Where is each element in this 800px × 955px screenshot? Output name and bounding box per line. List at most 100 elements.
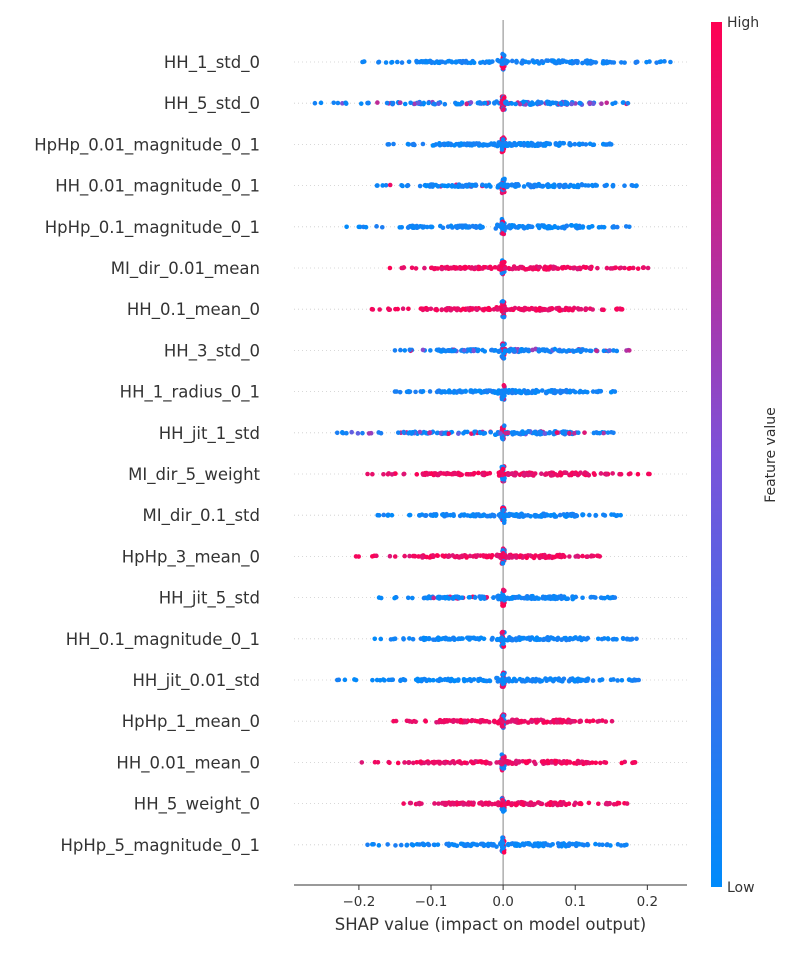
shap-point: [449, 676, 454, 682]
shap-point: [460, 58, 466, 64]
shap-point: [521, 184, 527, 189]
shap-point: [585, 678, 590, 683]
feature-label: HH_0.01_mean_0: [116, 753, 260, 773]
shap-point: [614, 637, 619, 642]
shap-point: [475, 348, 481, 354]
shap-point: [600, 60, 606, 66]
shap-point: [380, 183, 385, 188]
shap-point: [593, 841, 598, 847]
shap-point: [622, 60, 627, 65]
shap-point: [481, 307, 486, 313]
shap-point: [557, 512, 563, 518]
shap-point: [488, 429, 494, 435]
shap-point: [460, 223, 465, 229]
shap-point: [400, 265, 406, 271]
feature-label: MI_dir_5_weight: [128, 465, 260, 485]
feature-row-points: [372, 629, 639, 649]
shap-point: [447, 265, 453, 271]
shap-point: [520, 802, 526, 807]
shap-point: [343, 101, 349, 106]
shap-point: [555, 473, 560, 478]
shap-point: [413, 389, 418, 395]
shap-point: [497, 513, 503, 518]
shap-point: [512, 305, 518, 311]
shap-point: [534, 513, 539, 518]
feature-label: HH_jit_1_std: [159, 424, 260, 444]
shap-point: [571, 183, 577, 189]
shap-point: [611, 348, 616, 353]
shap-point: [422, 676, 427, 682]
feature-label: HH_5_weight_0: [134, 795, 260, 815]
shap-point: [375, 512, 380, 518]
scatter-points: [312, 51, 673, 855]
shap-point: [482, 60, 488, 66]
shap-point: [580, 595, 585, 601]
shap-point: [543, 676, 548, 681]
shap-point: [615, 842, 621, 847]
shap-point: [531, 473, 536, 478]
feature-row-points: [401, 795, 630, 814]
shap-point: [572, 677, 578, 683]
shap-point: [501, 314, 507, 320]
shap-point: [418, 759, 424, 765]
shap-point: [571, 594, 577, 600]
shap-point: [645, 265, 651, 271]
shap-point: [457, 760, 463, 765]
shap-point: [502, 176, 507, 182]
shap-point: [381, 512, 387, 518]
shap-point: [503, 677, 509, 682]
shap-point: [480, 182, 485, 188]
shap-point: [601, 348, 607, 354]
shap-point: [538, 842, 544, 848]
shap-point: [452, 470, 458, 476]
shap-point: [636, 677, 641, 683]
shap-point: [542, 348, 548, 354]
shap-point: [539, 471, 544, 477]
shap-point: [529, 184, 534, 189]
shap-point: [609, 718, 615, 724]
shap-point: [619, 677, 625, 683]
shap-point: [612, 389, 618, 394]
shap-point: [501, 507, 506, 513]
feature-row-points: [365, 464, 652, 484]
shap-point: [487, 719, 492, 725]
shap-point: [468, 678, 474, 684]
shap-point: [557, 140, 563, 146]
shap-point: [500, 466, 506, 472]
shap-point: [503, 431, 509, 436]
shap-point: [402, 101, 408, 107]
feature-label: MI_dir_0.1_std: [143, 506, 260, 526]
shap-point: [601, 224, 607, 230]
shap-point: [503, 143, 509, 149]
shap-point: [480, 347, 485, 353]
shap-point: [540, 637, 546, 643]
shap-point: [580, 347, 585, 353]
shap-point: [369, 306, 375, 312]
shap-point: [430, 637, 436, 642]
shap-point: [417, 183, 423, 189]
shap-point: [379, 224, 385, 230]
shap-point: [560, 718, 566, 723]
shap-point: [407, 800, 413, 806]
shap-point: [473, 265, 478, 270]
shap-point: [423, 513, 429, 519]
shap-point: [409, 265, 415, 271]
feature-label: HH_3_std_0: [164, 341, 260, 361]
shap-point: [610, 637, 616, 642]
shap-point: [477, 677, 482, 683]
shap-point: [449, 842, 455, 847]
shap-point: [374, 553, 379, 559]
shap-point: [454, 307, 460, 313]
shap-point: [573, 513, 578, 519]
shap-point: [470, 841, 476, 847]
shap-point: [395, 760, 401, 766]
shap-point: [493, 226, 499, 231]
shap-point: [392, 554, 398, 559]
shap-point: [391, 636, 396, 642]
shap-point: [495, 720, 501, 726]
shap-point: [505, 184, 510, 190]
shap-point: [559, 637, 564, 643]
shap-point: [505, 472, 511, 477]
shap-point: [583, 760, 588, 766]
shap-point: [491, 513, 497, 519]
